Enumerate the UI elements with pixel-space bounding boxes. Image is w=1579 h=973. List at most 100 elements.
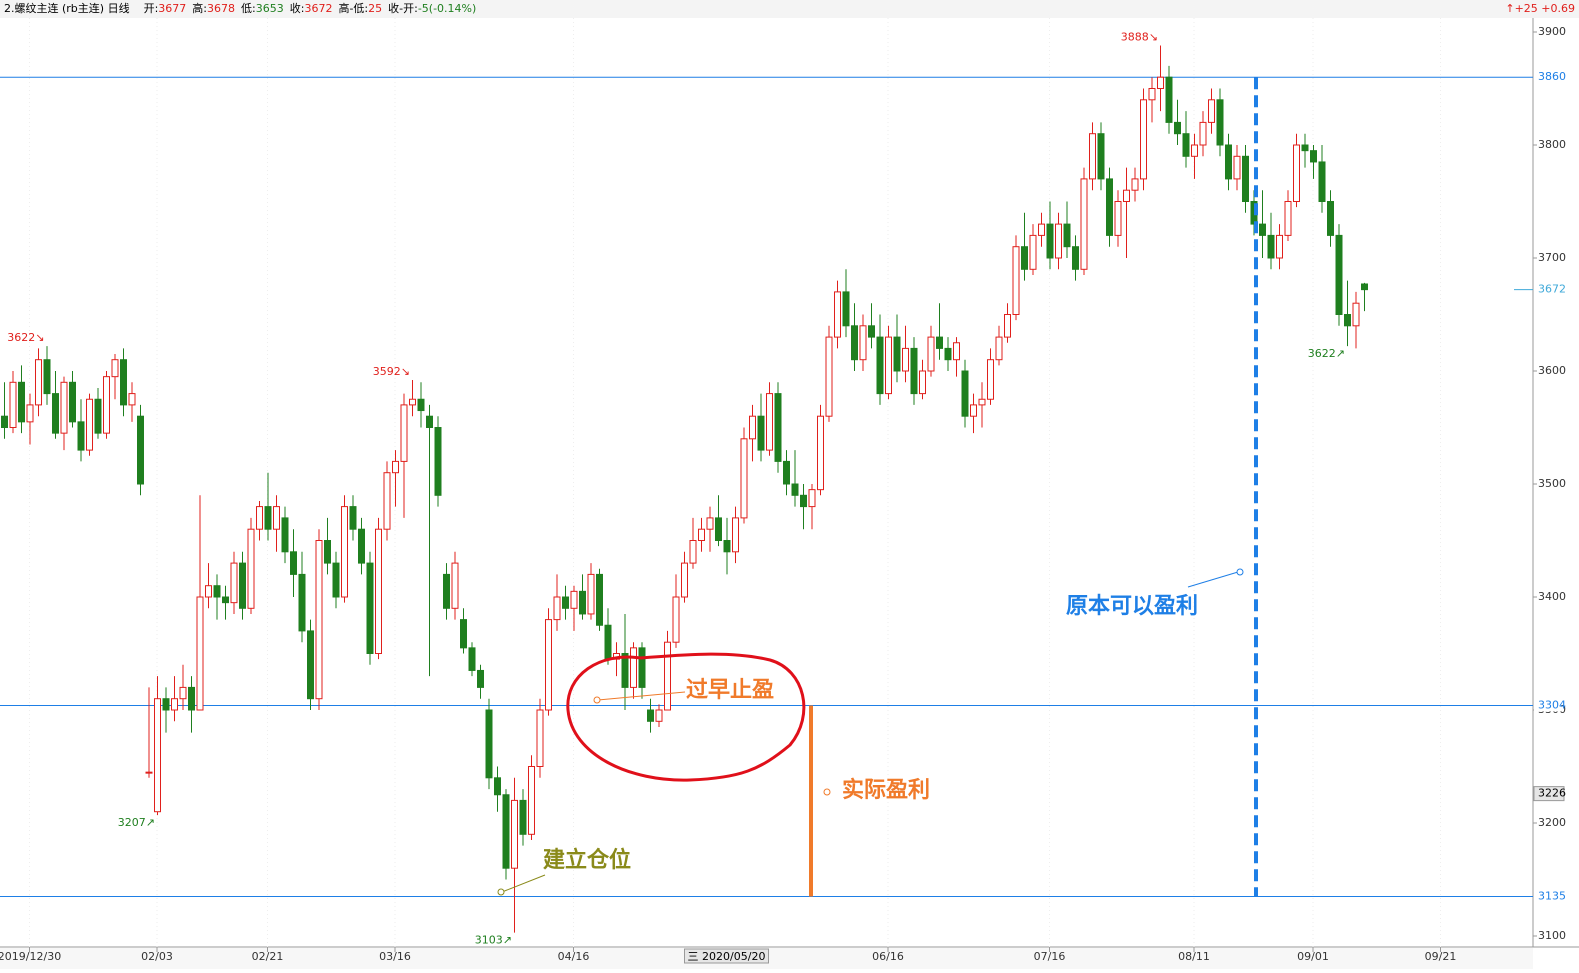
candle-body (766, 393, 773, 451)
candle-body (1004, 314, 1011, 338)
leader (1187, 571, 1239, 588)
candle-body (1055, 223, 1062, 259)
header-value: 3677 (158, 2, 186, 15)
candle-body (307, 630, 314, 700)
level-box (1534, 699, 1561, 712)
candle-body (851, 325, 858, 361)
candle-body (69, 381, 76, 423)
candle-body (239, 562, 246, 609)
candle-body (1072, 246, 1079, 270)
candle-body (1097, 133, 1105, 180)
candle-body (86, 398, 93, 451)
candle-body (545, 619, 552, 711)
x-tick-label: 04/16 (558, 950, 590, 963)
marker-box (1533, 786, 1565, 802)
candle-body (1, 415, 8, 429)
candle-body (145, 771, 153, 774)
candle-body (137, 415, 144, 485)
candle-body (281, 517, 289, 553)
candle-body (1225, 144, 1232, 180)
candle-body (400, 404, 408, 462)
candle-body (494, 777, 501, 796)
x-tick-label: 2019/12/30 (0, 950, 61, 963)
candle-body (35, 359, 42, 406)
extreme-label: 3592↘ (373, 365, 410, 378)
level-box (1534, 71, 1561, 84)
y-tick-label: 3100 (1538, 929, 1566, 942)
candle-body (26, 404, 34, 423)
candle-body (468, 647, 476, 671)
annotation: 过早止盈 (686, 677, 774, 703)
candle-body (706, 517, 714, 530)
header-label: 收-开: (388, 1, 418, 15)
candle-body (995, 336, 1003, 361)
candle-body (681, 562, 688, 598)
level-box (1534, 890, 1561, 903)
candle-body (1352, 302, 1360, 327)
candle-body (808, 489, 816, 508)
candle-body (154, 698, 161, 813)
candle-body (1123, 189, 1130, 202)
candle-body (52, 393, 59, 434)
leader-dot (1236, 568, 1244, 576)
candle-body (1131, 178, 1139, 191)
extreme-label: 3622↘ (7, 331, 44, 344)
candle-body (723, 540, 731, 553)
header-label: 高: (192, 1, 207, 15)
candle-body (970, 404, 977, 417)
candle-body (902, 347, 909, 372)
candle-body (179, 686, 187, 700)
candle-body (1021, 246, 1028, 270)
candle-body (485, 709, 493, 779)
leader-dot (593, 696, 601, 704)
y-tick-label: 3700 (1538, 251, 1566, 264)
extreme-label: 3888↘ (1121, 31, 1158, 44)
candle-body (417, 398, 425, 412)
candle-body (757, 415, 765, 451)
candle-body (205, 585, 212, 598)
extreme-label: 3207↗ (118, 816, 155, 829)
candle-body (1276, 234, 1283, 259)
candle-body (502, 794, 510, 869)
candle-body (43, 359, 51, 395)
candle-body (60, 381, 68, 434)
candle-body (655, 709, 663, 722)
candle-body (910, 347, 918, 395)
candle-body (1301, 144, 1309, 152)
candle-body (885, 336, 892, 395)
candle-body (298, 573, 306, 632)
extreme-label: 3103↗ (475, 934, 512, 947)
candle-body (222, 596, 229, 604)
candle-body (426, 415, 433, 429)
candle-body (1361, 283, 1368, 291)
candle-body (579, 590, 586, 615)
candle-body (630, 647, 637, 688)
candle-body (1038, 223, 1045, 236)
candle-body (1089, 133, 1096, 180)
candle-body (1148, 88, 1156, 101)
leader-dot (823, 788, 831, 796)
x-tick-label: 06/16 (872, 950, 904, 963)
candle-body (698, 528, 705, 542)
leader (597, 691, 686, 701)
candle-body (247, 528, 255, 609)
header-value: -5(-0.14%) (418, 2, 476, 15)
level-label: 3304 (1538, 698, 1566, 711)
candle-body (553, 596, 561, 621)
candle-body (375, 528, 382, 655)
candle-body (443, 573, 450, 609)
candle-body (536, 709, 544, 767)
candle-body (111, 359, 119, 378)
candle-body (978, 398, 986, 406)
candle-body (230, 562, 238, 604)
candle-body (944, 347, 952, 361)
candle-body (1191, 144, 1198, 157)
candle-body (893, 336, 901, 372)
x-tick-label: 09/01 (1297, 950, 1329, 963)
candle-body (1157, 76, 1164, 89)
candle-body (94, 398, 102, 434)
y-tick-label: 3400 (1538, 590, 1566, 603)
candle-body (987, 359, 994, 400)
candle-body (791, 483, 799, 496)
